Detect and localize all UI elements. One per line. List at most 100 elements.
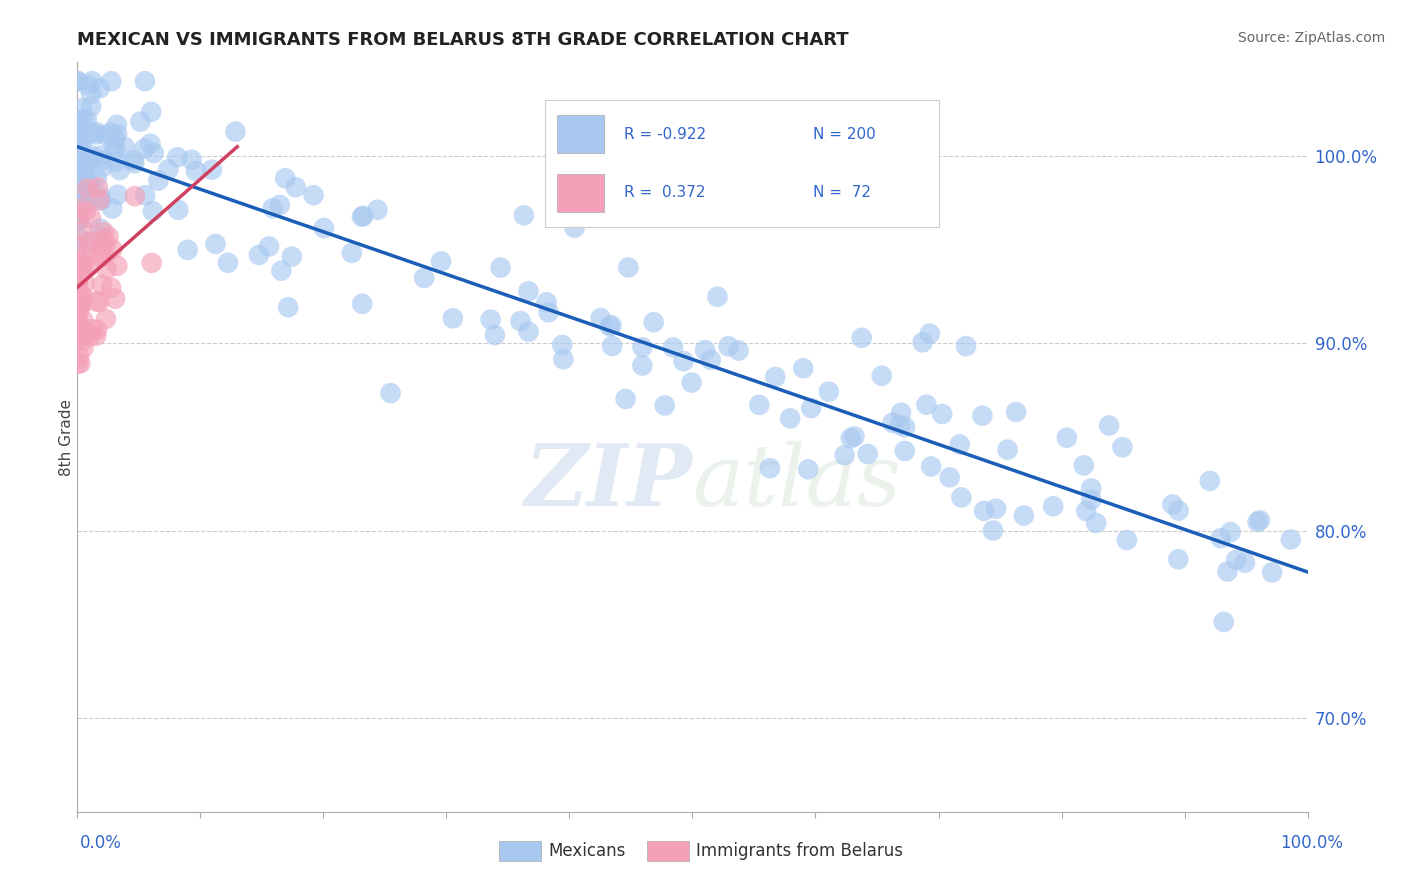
- Point: [340, 246, 363, 260]
- Point: [80, 211, 103, 226]
- Point: [148, 174, 170, 188]
- Point: [72, 289, 94, 303]
- Point: [851, 331, 873, 345]
- Text: MEXICAN VS IMMIGRANTS FROM BELARUS 8TH GRADE CORRELATION CHART: MEXICAN VS IMMIGRANTS FROM BELARUS 8TH G…: [77, 31, 849, 49]
- Point: [66, 289, 89, 303]
- Point: [141, 104, 163, 119]
- Point: [380, 386, 402, 401]
- Point: [67, 113, 90, 128]
- Point: [856, 447, 879, 461]
- Point: [89, 193, 111, 207]
- Point: [122, 153, 145, 168]
- Point: [1225, 553, 1247, 567]
- Point: [69, 301, 91, 315]
- Point: [1167, 552, 1189, 566]
- Point: [142, 204, 165, 219]
- Point: [614, 392, 637, 406]
- Point: [90, 234, 112, 248]
- Point: [89, 221, 111, 235]
- Point: [69, 298, 91, 312]
- Point: [97, 229, 120, 244]
- Text: Source: ZipAtlas.com: Source: ZipAtlas.com: [1237, 31, 1385, 45]
- Point: [302, 188, 325, 202]
- Point: [134, 141, 156, 155]
- Text: ZIP: ZIP: [524, 441, 693, 524]
- Point: [839, 431, 862, 445]
- Point: [67, 255, 90, 269]
- Point: [484, 328, 506, 343]
- Point: [748, 398, 770, 412]
- Point: [124, 156, 146, 170]
- Point: [101, 242, 124, 256]
- Point: [100, 74, 122, 88]
- Point: [66, 207, 89, 221]
- Point: [94, 248, 117, 262]
- Point: [727, 343, 749, 358]
- Point: [105, 154, 128, 169]
- Point: [1233, 556, 1256, 570]
- Point: [104, 144, 127, 158]
- Point: [80, 178, 103, 193]
- Point: [72, 258, 94, 272]
- Point: [312, 221, 335, 235]
- Point: [759, 461, 782, 475]
- Point: [67, 318, 90, 333]
- Text: 0.0%: 0.0%: [80, 834, 122, 852]
- Point: [441, 311, 464, 326]
- Point: [96, 128, 118, 143]
- Point: [274, 171, 297, 186]
- Point: [270, 263, 292, 277]
- Point: [1005, 405, 1028, 419]
- Point: [955, 339, 977, 353]
- Text: 100.0%: 100.0%: [1279, 834, 1343, 852]
- Point: [103, 138, 125, 153]
- Point: [73, 224, 96, 238]
- Point: [984, 501, 1007, 516]
- Point: [1073, 458, 1095, 473]
- Point: [93, 225, 115, 239]
- Point: [77, 153, 100, 168]
- Point: [681, 376, 703, 390]
- Point: [834, 448, 856, 462]
- Point: [894, 420, 917, 434]
- Point: [217, 256, 239, 270]
- Point: [479, 312, 502, 326]
- Point: [70, 132, 93, 146]
- Point: [672, 354, 695, 368]
- Point: [600, 318, 623, 333]
- Point: [70, 194, 93, 208]
- Point: [67, 154, 90, 169]
- Point: [73, 157, 96, 171]
- Point: [517, 285, 540, 299]
- Point: [100, 281, 122, 295]
- Point: [894, 444, 917, 458]
- Point: [176, 243, 198, 257]
- Point: [72, 170, 94, 185]
- Point: [224, 125, 246, 139]
- Point: [142, 146, 165, 161]
- Point: [617, 260, 640, 275]
- Point: [87, 180, 110, 194]
- Point: [72, 112, 94, 127]
- Point: [104, 132, 127, 146]
- Point: [67, 266, 90, 280]
- Point: [86, 170, 108, 185]
- Point: [997, 442, 1019, 457]
- Point: [553, 352, 575, 367]
- Point: [70, 101, 93, 115]
- Point: [352, 297, 374, 311]
- Point: [124, 189, 146, 203]
- Point: [77, 235, 100, 249]
- Point: [1161, 497, 1184, 511]
- Point: [76, 112, 98, 127]
- Point: [1080, 492, 1102, 507]
- Point: [77, 243, 100, 257]
- Point: [915, 398, 938, 412]
- Point: [66, 325, 89, 339]
- Point: [72, 136, 94, 151]
- Text: Mexicans: Mexicans: [548, 842, 626, 860]
- Point: [763, 370, 786, 384]
- Point: [1056, 431, 1078, 445]
- Point: [66, 74, 89, 88]
- Text: atlas: atlas: [693, 441, 901, 524]
